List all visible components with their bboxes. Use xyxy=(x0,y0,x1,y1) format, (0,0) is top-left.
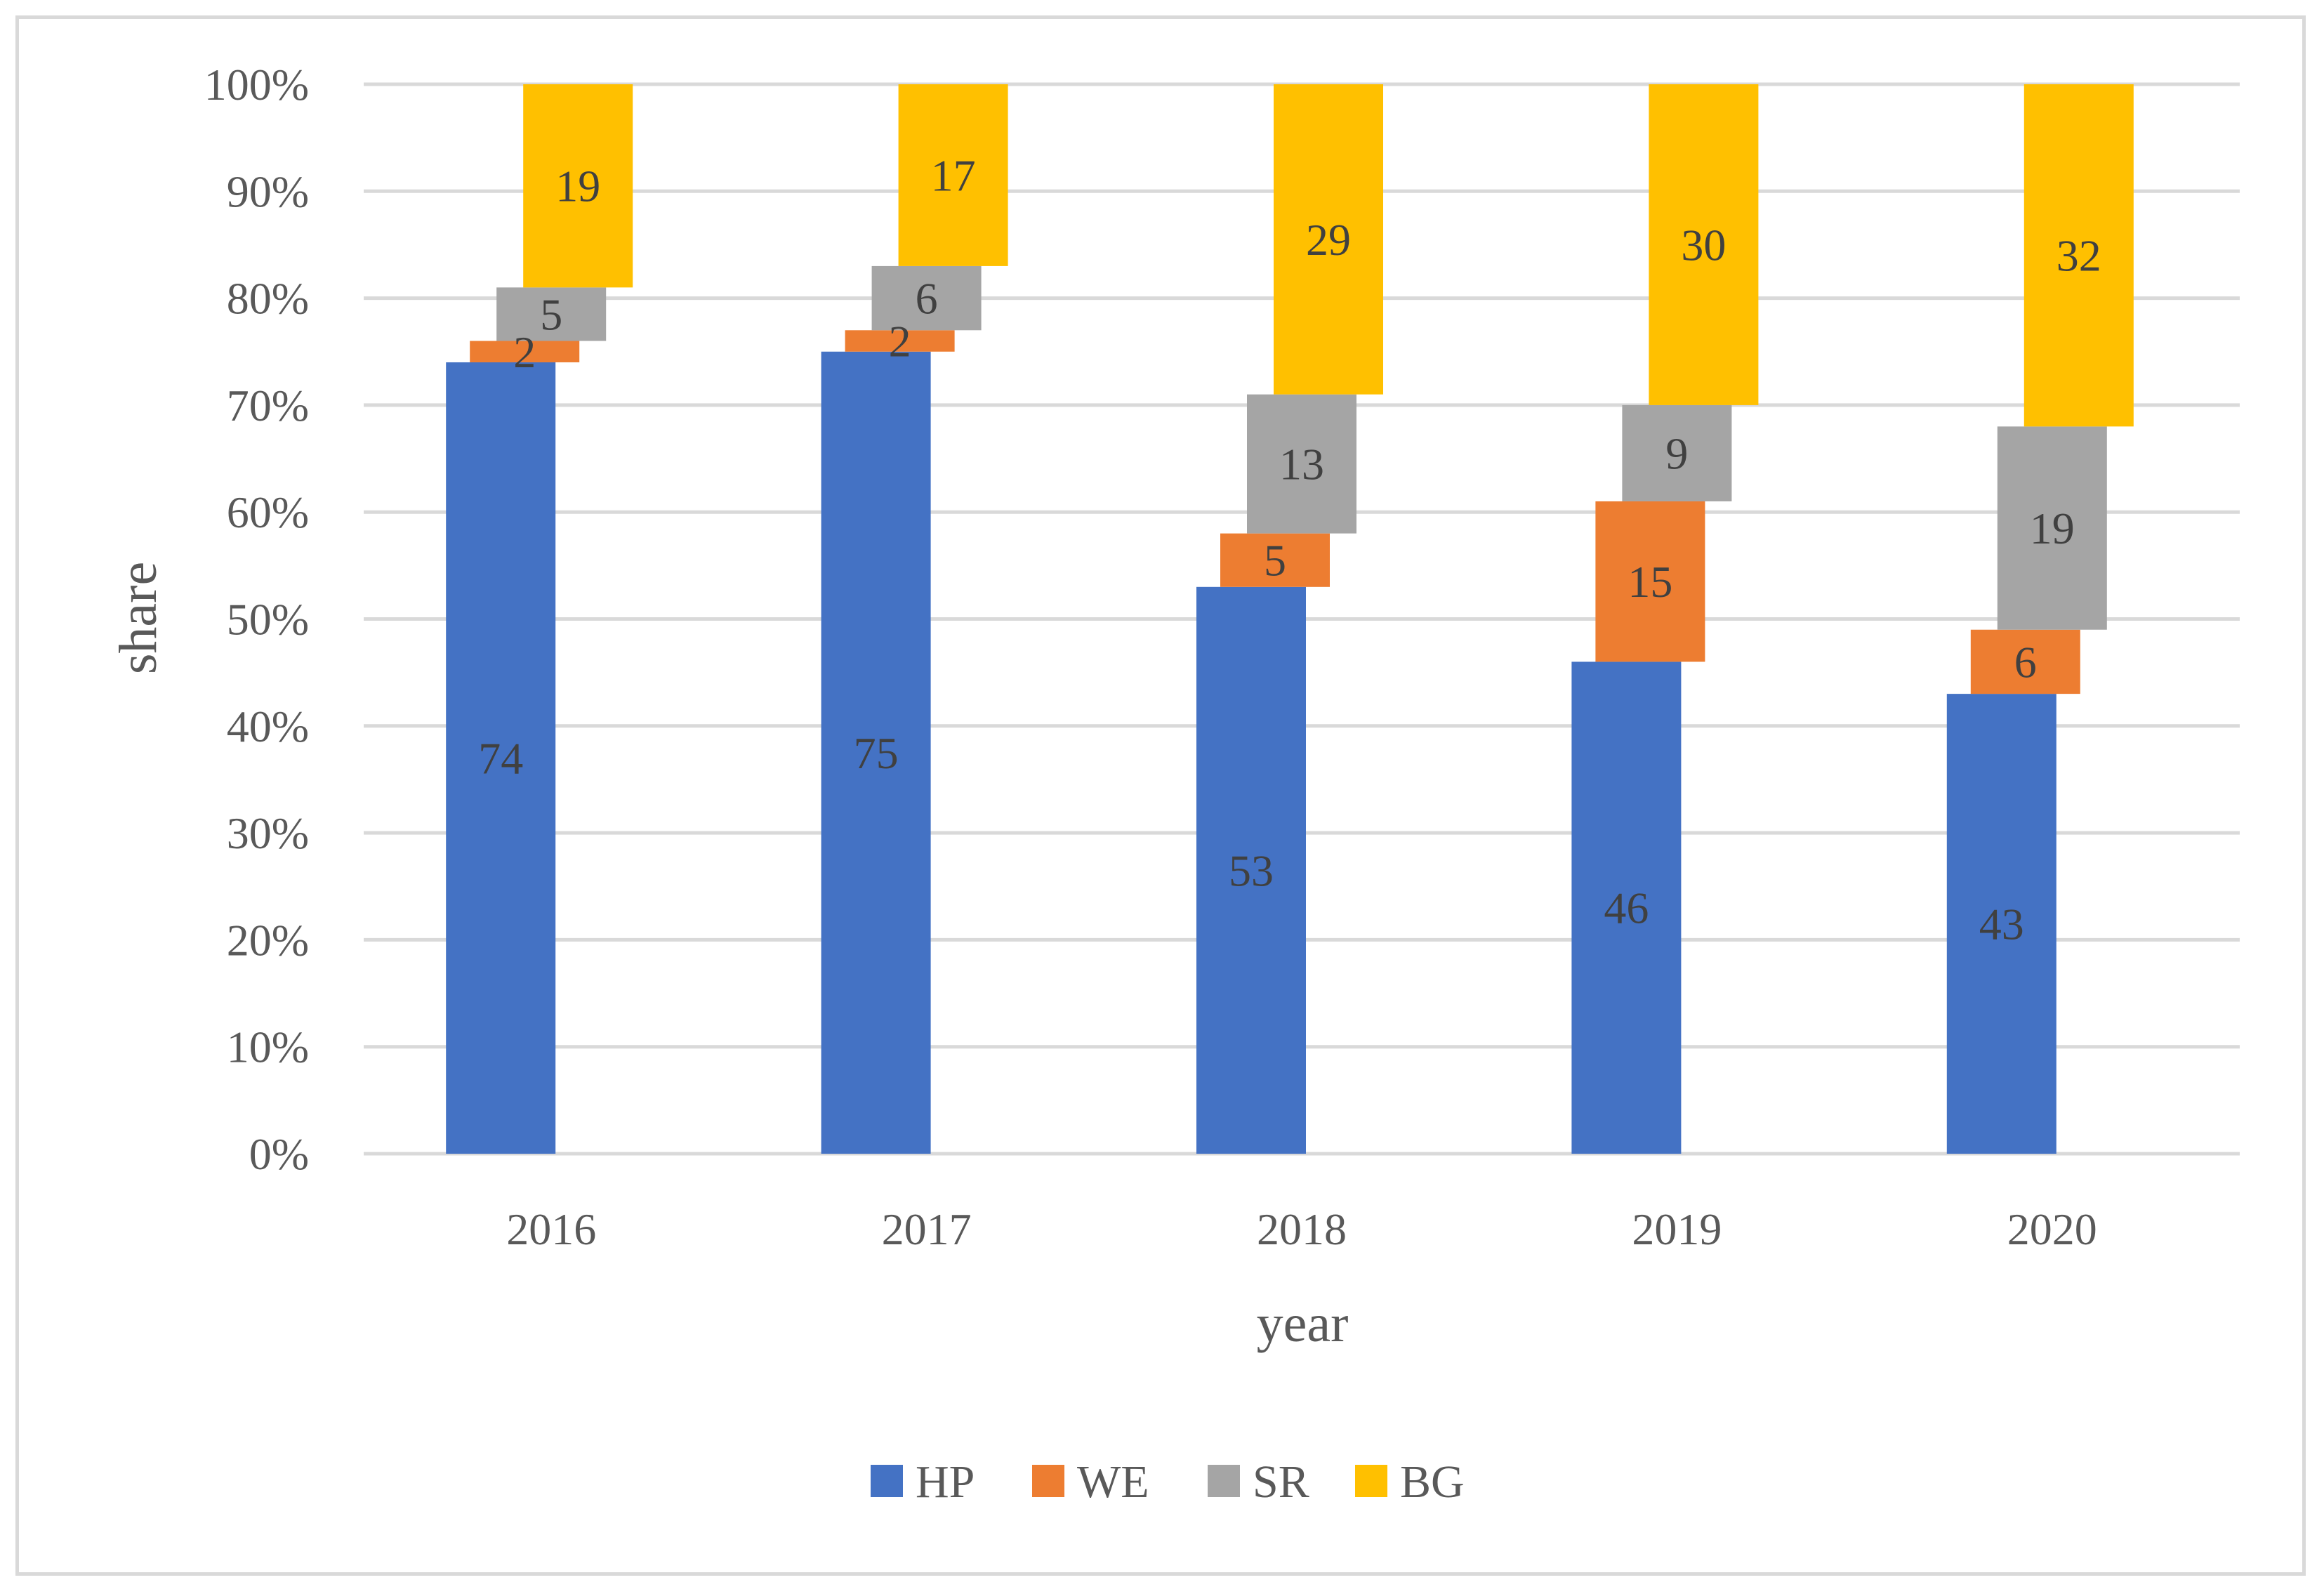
legend-label: HP xyxy=(916,1456,975,1508)
bar-hp-2019 xyxy=(1571,661,1682,1154)
data-label-we-2017: 2 xyxy=(889,317,911,367)
x-axis-title: year xyxy=(1257,1294,1349,1353)
bar-bg-2019 xyxy=(1649,84,1759,405)
x-tick-label: 2017 xyxy=(882,1204,972,1254)
y-tick-label: 60% xyxy=(227,487,309,537)
chart-frame xyxy=(15,15,2306,1576)
y-tick-label: 70% xyxy=(227,381,309,430)
legend-item-we: WE xyxy=(1032,1456,1149,1508)
x-tick-label: 2016 xyxy=(506,1204,596,1254)
bar-hp-2017 xyxy=(821,351,931,1154)
y-tick-label: 20% xyxy=(227,915,309,965)
y-tick-label: 50% xyxy=(227,595,309,645)
legend-label: BG xyxy=(1400,1456,1465,1508)
data-label-sr-2019: 9 xyxy=(1665,428,1688,478)
y-tick-label: 0% xyxy=(249,1129,309,1179)
bar-hp-2018 xyxy=(1196,586,1306,1154)
bar-bg-2018 xyxy=(1274,84,1383,395)
data-label-bg-2016: 19 xyxy=(555,162,600,211)
data-label-we-2016: 2 xyxy=(513,327,536,377)
bar-sr-2019 xyxy=(1622,404,1732,501)
data-label-we-2020: 6 xyxy=(2014,637,2037,687)
x-tick-label: 2018 xyxy=(1257,1204,1347,1254)
x-tick-label: 2019 xyxy=(1632,1204,1722,1254)
y-axis-title: share xyxy=(109,562,168,674)
data-label-bg-2020: 32 xyxy=(2056,231,2101,281)
data-label-sr-2016: 5 xyxy=(540,289,562,339)
bars xyxy=(446,84,2134,1154)
data-label-hp-2017: 75 xyxy=(854,728,899,778)
bar-hp-2020 xyxy=(1946,694,2056,1154)
data-label-hp-2020: 43 xyxy=(1979,900,2024,949)
legend-label: WE xyxy=(1077,1456,1149,1508)
data-label-sr-2020: 19 xyxy=(2030,503,2075,553)
legend: HP WE SR BG xyxy=(871,1456,1465,1508)
bar-bg-2017 xyxy=(898,84,1008,266)
legend-label: SR xyxy=(1253,1456,1309,1508)
data-label-hp-2019: 46 xyxy=(1604,883,1649,933)
legend-item-sr: SR xyxy=(1208,1456,1309,1508)
bar-bg-2016 xyxy=(523,84,633,288)
y-tick-label: 90% xyxy=(227,166,309,216)
legend-item-bg: BG xyxy=(1355,1456,1465,1508)
y-tick-label: 40% xyxy=(227,702,309,751)
data-label-bg-2019: 30 xyxy=(1681,220,1726,270)
x-axis-ticks: 2016 2017 2018 2019 2020 xyxy=(506,1204,2097,1254)
data-label-we-2018: 5 xyxy=(1264,536,1286,586)
bar-we-2017 xyxy=(845,330,955,352)
legend-swatch xyxy=(1208,1465,1240,1497)
data-label-sr-2018: 13 xyxy=(1279,440,1324,489)
bar-sr-2016 xyxy=(496,287,607,341)
bar-sr-2018 xyxy=(1247,394,1356,534)
bar-sr-2017 xyxy=(871,265,982,331)
legend-swatch xyxy=(1032,1465,1064,1497)
y-tick-label: 80% xyxy=(227,274,309,324)
bar-hp-2016 xyxy=(446,362,556,1154)
data-label-hp-2016: 74 xyxy=(478,733,523,783)
data-label-we-2019: 15 xyxy=(1628,557,1672,607)
data-label-bg-2017: 17 xyxy=(931,150,976,200)
bar-we-2020 xyxy=(1970,629,2080,694)
y-axis-ticks: 0% 10% 20% 30% 40% 50% 60% 70% 80% 90% 100% xyxy=(204,60,309,1179)
y-tick-label: 10% xyxy=(227,1022,309,1072)
bar-bg-2020 xyxy=(2023,84,2134,427)
data-label-bg-2018: 29 xyxy=(1306,215,1351,265)
data-label-sr-2017: 6 xyxy=(916,274,938,324)
y-tick-label: 100% xyxy=(204,60,309,110)
bar-we-2018 xyxy=(1220,533,1330,587)
legend-swatch xyxy=(1355,1465,1387,1497)
bar-sr-2020 xyxy=(1997,426,2107,630)
data-label-hp-2018: 53 xyxy=(1229,845,1274,895)
y-tick-label: 30% xyxy=(227,808,309,858)
bar-we-2016 xyxy=(470,341,580,362)
x-tick-label: 2020 xyxy=(2007,1204,2097,1254)
legend-item-hp: HP xyxy=(871,1456,975,1508)
bar-we-2019 xyxy=(1595,501,1705,662)
legend-swatch xyxy=(871,1465,903,1497)
